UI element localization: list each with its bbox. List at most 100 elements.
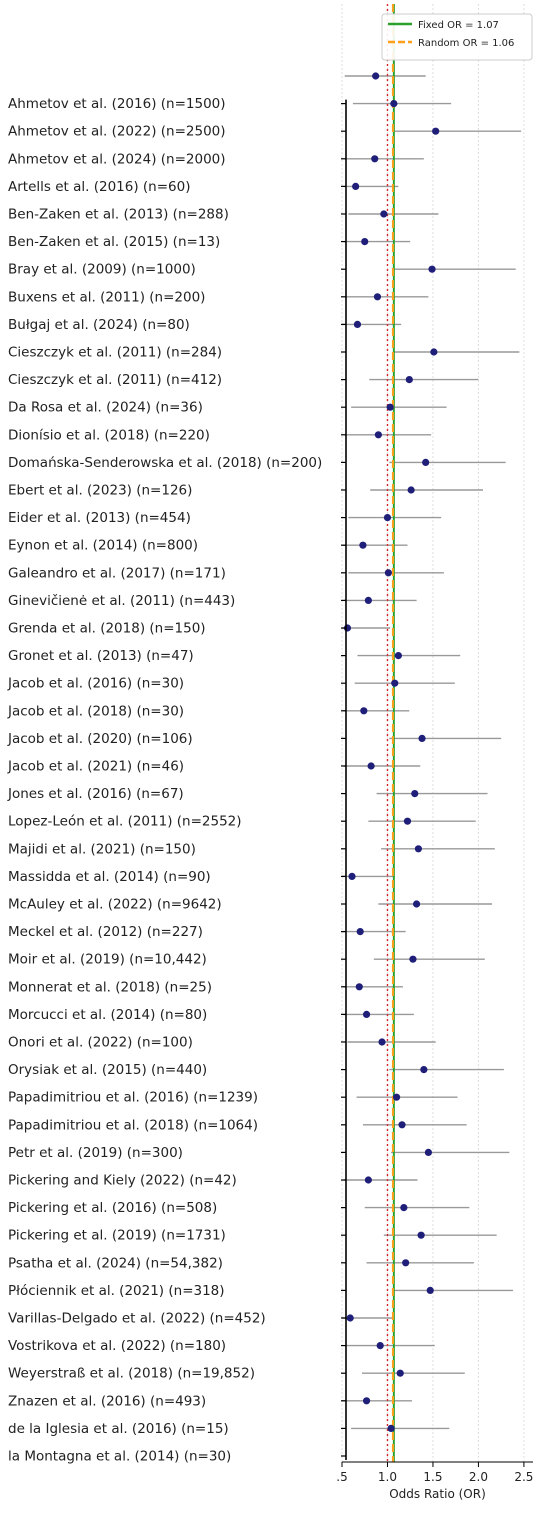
reference-lines [386,4,395,1462]
study-label: Gronet et al. (2013) (n=47) [8,648,194,664]
study-label: la Montagna et al. (2014) (n=30) [8,1449,231,1465]
x-axis-label: Odds Ratio (OR) [389,1487,486,1501]
study-label: Lopez-León et al. (2011) (n=2552) [8,814,242,830]
study-label: Ebert et al. (2023) (n=126) [8,483,192,499]
odds-ratio-point [362,1397,371,1405]
odds-ratio-point [362,1010,371,1019]
x-tick-label: .5 [336,1470,347,1484]
study-label: Płóciennik et al. (2021) (n=318) [8,1283,225,1299]
study-label: Domańska-Senderowska et al. (2018) (n=20… [8,455,322,471]
study-label: Ginevičienė et al. (2011) (n=443) [8,593,235,609]
odds-ratio-point [420,1066,428,1074]
odds-ratio-point [409,955,417,963]
study-label: Jacob et al. (2020) (n=106) [7,731,193,747]
odds-ratio-point [426,1286,434,1294]
study-label: Bray et al. (2009) (n=1000) [8,262,196,278]
odds-ratio-point [412,900,421,908]
study-label: Znazen et al. (2016) (n=493) [8,1393,206,1409]
odds-ratio-point [405,376,413,384]
confidence-intervals [342,75,522,1430]
study-label: Jacob et al. (2021) (n=46) [7,759,184,775]
gridlines [341,4,525,1462]
odds-ratio-point [394,652,402,660]
odds-ratio-point [372,72,380,80]
study-label: Jacob et al. (2018) (n=30) [7,703,184,719]
axes [341,99,533,1463]
study-label: Da Rosa et al. (2024) (n=36) [8,400,203,416]
odds-ratio-point [418,734,426,743]
study-label: de la Iglesia et al. (2016) (n=15) [8,1421,229,1437]
odds-ratio-point [356,928,364,936]
odds-ratio-point [392,1093,401,1101]
odds-ratio-point [376,1342,384,1350]
odds-ratio-point [355,983,363,991]
study-label: Dionísio et al. (2018) (n=220) [8,427,210,443]
study-label: Psatha et al. (2024) (n=54,382) [8,1255,223,1271]
study-label: Papadimitriou et al. (2016) (n=1239) [8,1090,258,1106]
study-label: Ben-Zaken et al. (2013) (n=288) [8,207,229,223]
odds-ratio-point [361,238,369,246]
odds-ratio-point [398,1121,406,1129]
study-label: Cieszczyk et al. (2011) (n=412) [8,372,222,388]
odds-ratio-point [417,1231,425,1239]
odds-ratio-point [374,431,382,439]
odds-ratio-point [371,155,379,163]
study-label: Moir et al. (2019) (n=10,442) [8,952,207,968]
odds-ratio-point [407,486,415,494]
study-label: Artells et al. (2016) (n=60) [8,179,190,195]
odds-ratio-point [378,1038,386,1046]
odds-ratio-point [384,569,392,577]
study-label: Jones et al. (2016) (n=67) [7,786,184,802]
odds-ratio-point [387,1424,395,1432]
odds-ratio-point [432,127,440,135]
study-label: Bułgaj et al. (2024) (n=80) [8,317,190,333]
odds-ratio-point [402,1259,410,1267]
x-tick-label: 1.5 [423,1470,442,1484]
study-label: Orysiak et al. (2015) (n=440) [8,1062,207,1078]
odds-ratio-point [422,458,430,466]
odds-ratio-point [364,1176,372,1184]
study-label: Buxens et al. (2011) (n=200) [8,289,205,305]
study-label: Eynon et al. (2014) (n=800) [8,538,198,554]
odds-ratio-point [373,293,382,301]
study-label: Pickering et al. (2019) (n=1731) [8,1228,226,1244]
study-label: Onori et al. (2022) (n=100) [8,1035,193,1051]
study-label: Eider et al. (2013) (n=454) [8,510,191,526]
odds-ratio-point [359,541,367,549]
x-tick-label: 2.5 [514,1470,533,1484]
odds-ratio-point [414,845,422,853]
study-label: Weyerstraß et al. (2018) (n=19,852) [8,1366,255,1382]
odds-ratio-point [428,265,436,273]
legend: Fixed OR = 1.07 Random OR = 1.06 [381,13,533,61]
odds-ratio-point [424,1148,433,1156]
odds-ratio-point [352,182,360,190]
study-label: Petr et al. (2019) (n=300) [8,1145,183,1161]
odds-ratio-point [411,790,419,798]
x-tick-label: 1.0 [378,1470,397,1484]
study-label: Massidda et al. (2014) (n=90) [8,869,211,885]
study-label: Ahmetov et al. (2022) (n=2500) [8,124,226,140]
study-label: McAuley et al. (2022) (n=9642) [8,897,222,913]
study-labels: Ahmetov et al. (2016) (n=1500) Ahmetov et… [7,96,322,1464]
odds-ratio-point [383,514,392,522]
odds-ratio-point [390,100,398,108]
odds-ratio-point [348,872,356,881]
legend-label: Fixed OR = 1.07 [418,20,499,31]
odds-ratio-point [386,403,394,411]
study-label: Pickering et al. (2016) (n=508) [8,1200,217,1216]
legend-box [381,13,533,61]
study-label: Morcucci et al. (2014) (n=80) [8,1007,207,1023]
study-label: Varillas-Delgado et al. (2022) (n=452) [8,1311,266,1327]
x-axis-ticks: .5 1.0 1.5 2.0 2.5 [336,1462,533,1484]
study-label: Meckel et al. (2012) (n=227) [8,924,203,940]
study-label: Cieszczyk et al. (2011) (n=284) [8,345,222,361]
study-label: Majidi et al. (2021) (n=150) [8,841,196,857]
odds-ratio-point [353,320,362,328]
study-label: Ben-Zaken et al. (2015) (n=13) [8,234,220,250]
study-label: Pickering and Kiely (2022) (n=42) [8,1173,237,1189]
odds-ratio-point [380,210,388,218]
point-estimates [343,72,440,1432]
odds-ratio-point [346,1314,354,1322]
odds-ratio-point [367,762,375,770]
